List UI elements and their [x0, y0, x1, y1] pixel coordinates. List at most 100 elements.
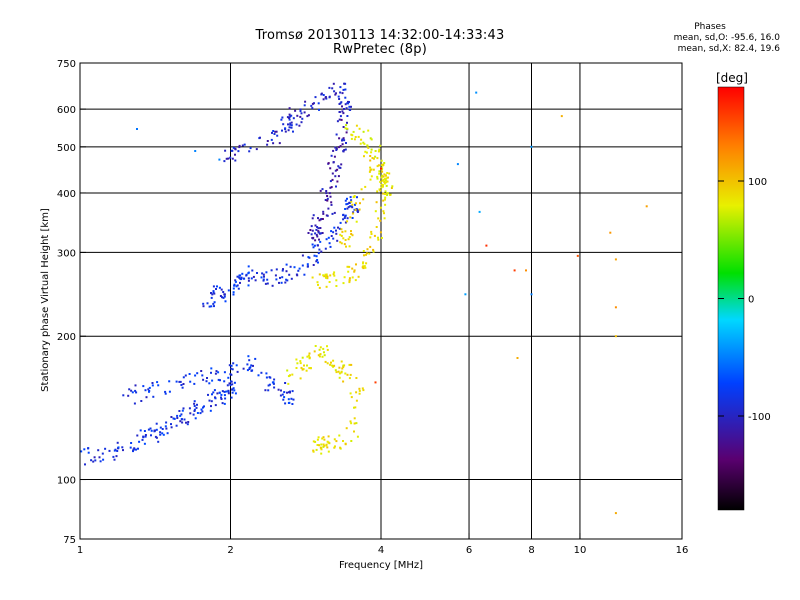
data-point [308, 367, 311, 370]
data-point [326, 214, 329, 217]
data-point [344, 208, 347, 210]
data-point [130, 389, 133, 392]
data-point [384, 196, 387, 199]
data-point [288, 118, 291, 121]
data-point [222, 296, 225, 299]
data-point [370, 148, 373, 151]
data-point [314, 239, 317, 242]
data-point [358, 387, 361, 390]
data-point [361, 387, 364, 390]
data-point [337, 165, 340, 168]
data-point [242, 277, 245, 280]
data-point [286, 116, 289, 119]
data-point [231, 391, 234, 394]
data-point [328, 242, 331, 245]
y-tick-label: 400 [57, 189, 76, 200]
data-point [328, 86, 331, 89]
data-point [338, 372, 341, 375]
data-point [238, 274, 241, 277]
data-point [340, 360, 343, 363]
data-point [168, 390, 171, 393]
data-point [306, 364, 308, 367]
data-point [210, 371, 212, 374]
data-point [350, 137, 353, 140]
chart-subtitle: RwPretec (8p) [333, 42, 427, 57]
colorbar-tick-label: 0 [748, 295, 754, 306]
data-point [154, 429, 156, 432]
data-point [289, 265, 292, 268]
data-point [194, 150, 197, 152]
data-point [237, 287, 240, 290]
data-point [295, 358, 298, 361]
data-point [303, 104, 306, 107]
data-point [233, 389, 236, 392]
data-point [226, 384, 229, 387]
data-point [314, 96, 317, 99]
data-point [317, 230, 320, 233]
data-point [384, 198, 386, 201]
data-point [211, 293, 214, 296]
data-point [317, 354, 320, 357]
data-point [129, 446, 132, 449]
data-point [362, 262, 364, 265]
data-point [350, 422, 353, 425]
data-point [170, 416, 173, 418]
data-point [229, 156, 232, 159]
data-point [104, 447, 107, 450]
data-point [114, 448, 117, 451]
data-point [298, 267, 301, 270]
data-point [223, 295, 226, 298]
data-point [320, 452, 323, 455]
data-point [161, 432, 164, 435]
data-point [379, 180, 382, 183]
data-point [252, 364, 254, 367]
data-point [336, 239, 339, 242]
data-point [273, 386, 276, 389]
data-point [349, 420, 352, 423]
data-point [311, 102, 314, 105]
data-point [288, 113, 291, 116]
data-point [144, 435, 147, 438]
data-point [358, 392, 361, 395]
data-point [292, 117, 295, 120]
data-point [358, 127, 361, 130]
data-point [272, 382, 275, 385]
data-point [176, 414, 179, 417]
data-point [175, 380, 178, 383]
data-point [143, 430, 146, 432]
data-point [348, 279, 351, 282]
data-point [135, 448, 137, 451]
data-point [322, 94, 325, 96]
data-point [306, 115, 309, 118]
data-point [369, 159, 372, 162]
data-point [362, 250, 365, 252]
data-point [180, 418, 183, 421]
data-point [329, 195, 332, 198]
data-point [220, 393, 223, 396]
data-point [369, 169, 372, 172]
data-point [122, 449, 124, 452]
data-point [252, 275, 255, 278]
data-point [165, 427, 168, 430]
data-point [377, 238, 380, 241]
data-point [235, 364, 238, 367]
data-point [340, 101, 343, 104]
data-point [159, 433, 162, 436]
data-point [165, 421, 168, 424]
data-point [385, 177, 388, 180]
y-tick-label: 75 [63, 535, 76, 546]
data-point [266, 143, 269, 146]
data-point [363, 155, 365, 158]
data-point [281, 276, 284, 279]
data-point [315, 228, 318, 231]
data-point [299, 110, 302, 113]
data-point [342, 380, 345, 383]
data-point [326, 197, 329, 200]
data-point [384, 179, 387, 182]
data-point [350, 105, 352, 108]
data-point [319, 189, 322, 192]
data-point [339, 115, 342, 118]
data-point [93, 456, 96, 459]
data-point [230, 373, 233, 376]
data-point [201, 374, 204, 377]
